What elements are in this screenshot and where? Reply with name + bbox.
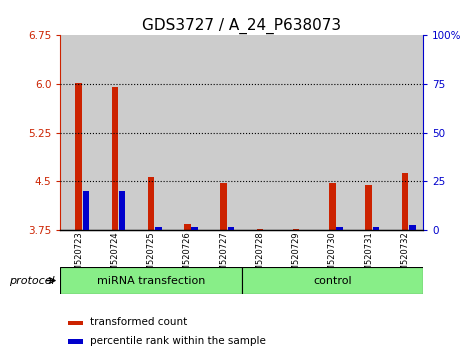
Bar: [329, 183, 336, 230]
Bar: [192, 227, 198, 230]
Bar: [75, 84, 82, 230]
Bar: [83, 191, 89, 230]
Bar: [228, 227, 234, 230]
Bar: [278, 35, 314, 230]
Bar: [68, 321, 83, 325]
Bar: [409, 225, 416, 230]
Text: miRNA transfection: miRNA transfection: [97, 275, 206, 286]
Bar: [242, 35, 278, 230]
Text: transformed count: transformed count: [90, 318, 187, 327]
Bar: [300, 229, 307, 230]
Bar: [97, 35, 133, 230]
Bar: [257, 229, 263, 230]
Bar: [337, 227, 343, 230]
FancyBboxPatch shape: [60, 267, 242, 294]
Bar: [387, 35, 423, 230]
Bar: [293, 229, 299, 230]
Bar: [264, 229, 271, 230]
Text: control: control: [313, 275, 352, 286]
Title: GDS3727 / A_24_P638073: GDS3727 / A_24_P638073: [142, 18, 341, 34]
Bar: [184, 224, 191, 230]
FancyBboxPatch shape: [242, 267, 423, 294]
Bar: [365, 185, 372, 230]
Bar: [112, 87, 118, 230]
Bar: [60, 35, 97, 230]
Bar: [402, 173, 408, 230]
Bar: [155, 227, 162, 230]
Bar: [373, 227, 379, 230]
Bar: [68, 339, 83, 343]
Bar: [169, 35, 206, 230]
Bar: [220, 183, 227, 230]
Bar: [314, 35, 351, 230]
Bar: [206, 35, 242, 230]
Text: percentile rank within the sample: percentile rank within the sample: [90, 336, 266, 346]
Bar: [119, 191, 126, 230]
Text: protocol: protocol: [9, 276, 55, 286]
Bar: [148, 177, 154, 230]
Bar: [133, 35, 169, 230]
Bar: [351, 35, 387, 230]
